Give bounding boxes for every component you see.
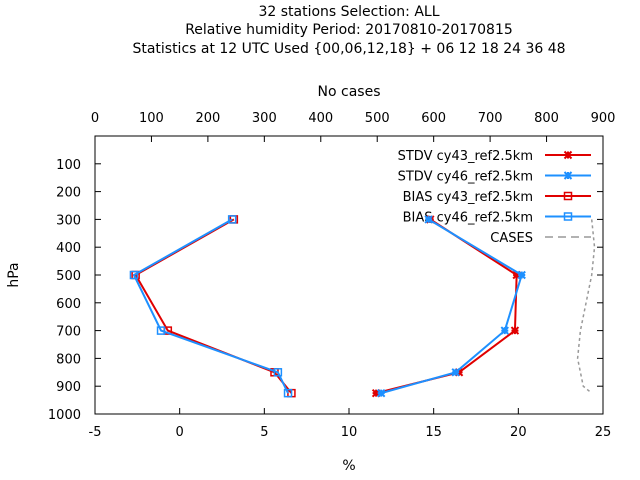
- legend: STDV cy43_ref2.5km STDV cy46_ref2.5km BIAS…: [398, 149, 591, 246]
- chart-title-line-2: Relative humidity Period: 20170810-20170…: [185, 22, 513, 38]
- x-tick-label: 25: [595, 425, 612, 440]
- chart-title-line-3: Statistics at 12 UTC Used {00,06,12,18} …: [132, 41, 565, 57]
- data-point-1: [129, 270, 139, 280]
- data-point-0: [424, 215, 433, 224]
- x2-tick-label: 700: [478, 111, 503, 126]
- x2-tick-label: 200: [195, 111, 220, 126]
- tick-layer: -5 0 5 10 15 20 25 0 100 200 300 400 500 600 700 800 900…: [48, 111, 616, 440]
- series-line: [134, 218, 293, 394]
- data-point-legend: [563, 171, 573, 180]
- x2-tick-label: 900: [591, 111, 616, 126]
- x2-tick-label: 0: [91, 111, 99, 126]
- data-point-legend: [563, 191, 573, 201]
- y-tick-label: 800: [56, 352, 81, 367]
- data-point-2: [156, 326, 166, 335]
- series-stdv-cy46-ref2-5km: [376, 215, 526, 398]
- legend-label: STDV cy46_ref2.5km: [398, 170, 533, 185]
- legend-label: CASES: [490, 231, 533, 246]
- data-point-2: [510, 326, 520, 335]
- y-tick-label: 1000: [48, 408, 81, 423]
- chart-title-line-1: 32 stations Selection: ALL: [258, 4, 439, 20]
- data-point-4: [376, 388, 386, 398]
- x2-tick-label: 100: [139, 111, 164, 126]
- data-point-3: [451, 368, 460, 377]
- series-layer: [129, 215, 596, 398]
- legend-label: BIAS cy46_ref2.5km: [403, 211, 533, 226]
- legend-entry: STDV cy46_ref2.5km: [398, 170, 591, 185]
- legend-entry: STDV cy43_ref2.5km: [398, 149, 591, 164]
- x2-tick-label: 800: [534, 111, 559, 126]
- y-tick-label: 700: [56, 325, 81, 340]
- y-tick-label: 100: [56, 158, 81, 173]
- y-axis-label: hPa: [6, 262, 22, 287]
- x2-tick-label: 400: [308, 111, 333, 126]
- x-tick-label: 20: [510, 425, 527, 440]
- data-point-4: [283, 388, 293, 398]
- legend-entry: BIAS cy43_ref2.5km: [403, 190, 591, 205]
- data-point-4: [371, 388, 381, 398]
- data-point-3: [273, 368, 283, 377]
- x-tick-label: 15: [425, 425, 442, 440]
- x-tick-label: 5: [260, 425, 268, 440]
- y-tick-label: 500: [56, 269, 81, 284]
- y-tick-label: 900: [56, 380, 81, 395]
- series-line: [576, 219, 596, 394]
- legend-label: STDV cy43_ref2.5km: [398, 149, 533, 164]
- data-point-legend: [563, 212, 573, 221]
- x2-axis-label: No cases: [318, 84, 381, 100]
- x2-tick-label: 500: [365, 111, 390, 126]
- series-line: [132, 218, 289, 394]
- y-tick-label: 600: [56, 297, 81, 312]
- series-bias-cy46-ref2-5km: [129, 215, 293, 398]
- series-cases: [576, 219, 596, 394]
- data-point-0: [227, 215, 237, 224]
- x-axis-label: %: [342, 458, 355, 474]
- data-point-1: [517, 270, 526, 280]
- x2-tick-label: 600: [421, 111, 446, 126]
- x-tick-label: -5: [89, 425, 102, 440]
- x-tick-label: 10: [341, 425, 358, 440]
- y-tick-label: 200: [56, 186, 81, 201]
- legend-label: BIAS cy43_ref2.5km: [403, 190, 533, 205]
- y-tick-label: 400: [56, 241, 81, 256]
- data-point-2: [500, 326, 509, 335]
- x2-tick-label: 300: [252, 111, 277, 126]
- data-point-1: [512, 270, 521, 280]
- y-tick-label: 300: [56, 213, 81, 228]
- legend-entry: CASES: [490, 231, 591, 246]
- x-tick-label: 0: [176, 425, 184, 440]
- data-point-legend: [563, 150, 573, 160]
